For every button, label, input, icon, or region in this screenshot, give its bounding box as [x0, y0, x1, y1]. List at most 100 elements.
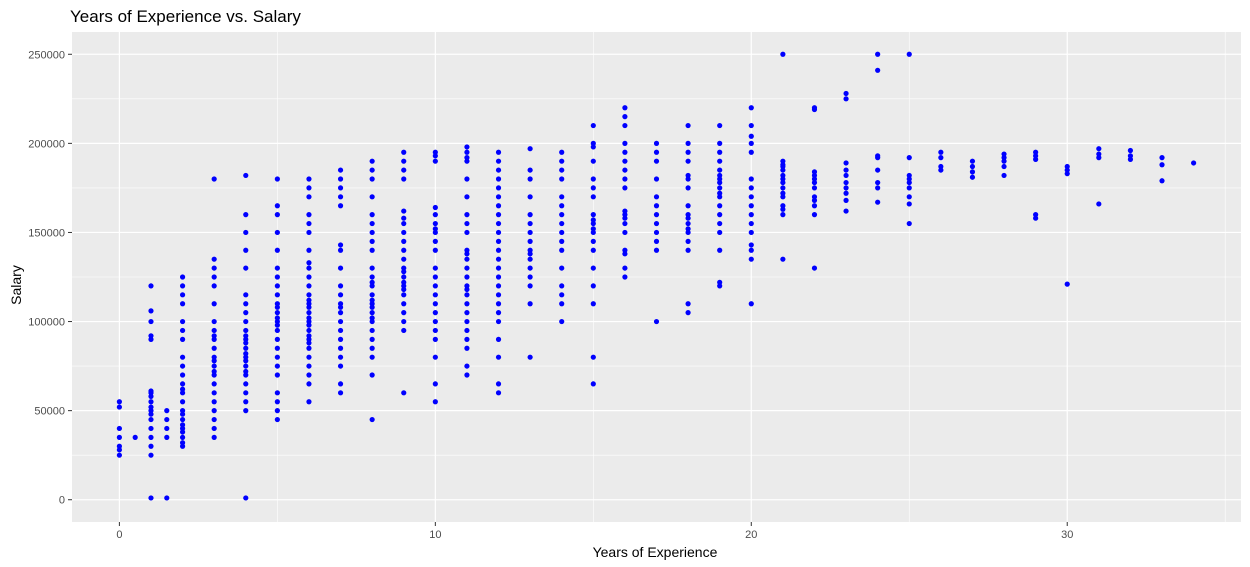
- data-point: [306, 340, 312, 346]
- data-point: [369, 238, 375, 244]
- data-point: [748, 301, 754, 307]
- data-point: [401, 215, 407, 221]
- data-point: [527, 238, 533, 244]
- data-point: [590, 140, 596, 146]
- data-point: [622, 215, 628, 221]
- data-point: [179, 416, 186, 423]
- data-point: [969, 158, 976, 164]
- data-point: [780, 256, 786, 262]
- data-point: [243, 363, 249, 369]
- data-point: [906, 155, 912, 161]
- data-point: [811, 194, 818, 200]
- data-point: [243, 372, 249, 378]
- y-tick-label: 150000: [28, 227, 65, 239]
- data-point: [306, 229, 312, 236]
- data-point: [401, 274, 407, 280]
- x-axis-title: Years of Experience: [593, 544, 718, 560]
- data-point: [1096, 201, 1102, 207]
- data-point: [369, 354, 375, 360]
- data-point: [1159, 155, 1165, 161]
- data-point: [622, 212, 628, 218]
- data-point: [527, 176, 533, 182]
- data-point: [401, 238, 407, 244]
- data-point: [748, 220, 754, 227]
- data-point: [464, 274, 470, 280]
- data-point: [274, 327, 280, 334]
- data-point: [211, 416, 217, 423]
- data-point: [653, 194, 660, 200]
- data-point: [685, 140, 691, 146]
- data-point: [337, 283, 344, 289]
- data-point: [211, 345, 217, 351]
- data-point: [274, 304, 280, 310]
- data-point: [243, 358, 249, 364]
- data-point: [811, 172, 818, 179]
- data-point: [780, 190, 786, 196]
- data-point: [116, 399, 122, 405]
- data-point: [748, 185, 754, 191]
- data-point: [211, 434, 217, 440]
- data-point: [527, 229, 533, 236]
- data-point: [337, 292, 344, 298]
- data-point: [211, 372, 217, 378]
- data-point: [622, 105, 628, 111]
- data-point: [685, 176, 691, 182]
- data-point: [179, 327, 186, 334]
- data-point: [179, 399, 186, 405]
- data-point: [906, 201, 912, 207]
- data-point: [1096, 155, 1102, 161]
- data-point: [875, 179, 881, 186]
- data-point: [622, 274, 628, 280]
- data-point: [717, 167, 723, 173]
- data-point: [116, 425, 122, 432]
- data-point: [527, 251, 533, 257]
- data-point: [590, 185, 596, 191]
- data-point: [464, 155, 470, 161]
- data-point: [164, 416, 170, 423]
- data-point: [843, 190, 849, 196]
- data-point: [495, 256, 502, 262]
- x-tick-label: 0: [116, 529, 122, 541]
- data-point: [748, 247, 754, 253]
- data-point: [906, 185, 912, 191]
- data-point: [306, 304, 312, 310]
- data-point: [211, 381, 217, 387]
- data-point: [148, 283, 154, 289]
- data-point: [401, 158, 407, 164]
- data-point: [590, 238, 596, 244]
- data-point: [559, 167, 565, 173]
- data-point: [401, 310, 407, 316]
- data-point: [875, 185, 881, 191]
- data-point: [780, 179, 786, 186]
- data-point: [590, 217, 596, 223]
- data-point: [148, 416, 154, 423]
- data-point: [243, 265, 249, 271]
- data-point: [243, 381, 249, 387]
- data-point: [274, 265, 280, 271]
- data-point: [306, 274, 312, 280]
- data-point: [811, 185, 818, 191]
- data-point: [211, 176, 217, 182]
- data-point: [432, 212, 438, 218]
- y-tick-label: 200000: [28, 138, 65, 150]
- data-point: [559, 229, 565, 236]
- x-axis: 0 10 20 30: [116, 522, 1073, 541]
- data-point: [211, 333, 217, 339]
- data-point: [717, 176, 723, 182]
- data-point: [717, 229, 723, 236]
- data-point: [211, 368, 217, 375]
- data-point: [559, 149, 565, 155]
- data-point: [559, 283, 565, 289]
- data-point: [274, 310, 280, 316]
- data-point: [243, 327, 249, 334]
- data-point: [559, 265, 565, 271]
- data-point: [432, 274, 438, 280]
- data-point: [432, 226, 438, 232]
- data-point: [432, 283, 438, 289]
- data-point: [685, 203, 691, 209]
- minor-gridlines: [72, 32, 1241, 522]
- data-point: [717, 172, 723, 179]
- data-point: [590, 354, 596, 360]
- data-point: [432, 247, 438, 253]
